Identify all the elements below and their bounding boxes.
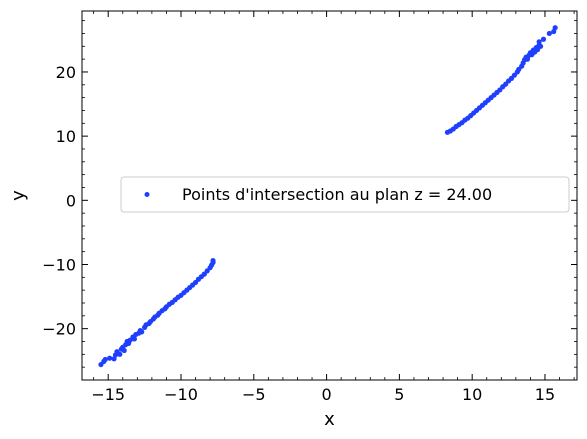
y-tick-label: 10 bbox=[56, 127, 76, 146]
x-tick-label: −15 bbox=[91, 385, 125, 404]
y-tick-label: 0 bbox=[66, 191, 76, 210]
data-point bbox=[538, 43, 544, 49]
x-tick-label: −5 bbox=[242, 385, 266, 404]
y-tick-label: −20 bbox=[42, 320, 76, 339]
y-tick-label: 20 bbox=[56, 63, 76, 82]
x-tick-label: 0 bbox=[321, 385, 331, 404]
ticks-layer: −15 −10 −5 0 5 10 15 −20 −10 0 10 20 bbox=[42, 11, 577, 404]
legend: Points d'intersection au plan z = 24.00 bbox=[120, 176, 570, 213]
points-layer bbox=[98, 25, 558, 368]
data-point bbox=[107, 355, 113, 361]
y-tick-label: −10 bbox=[42, 255, 76, 274]
y-axis-label: y bbox=[8, 190, 29, 201]
plot-frame bbox=[81, 10, 578, 381]
data-point bbox=[117, 351, 123, 357]
data-point bbox=[102, 356, 108, 363]
data-point bbox=[210, 258, 216, 264]
data-point bbox=[540, 36, 547, 42]
x-tick-label: 10 bbox=[462, 385, 482, 404]
x-tick-label: −10 bbox=[164, 385, 198, 404]
legend-label: Points d'intersection au plan z = 24.00 bbox=[182, 185, 492, 204]
legend-box bbox=[120, 176, 570, 213]
x-tick-label: 5 bbox=[394, 385, 404, 404]
legend-marker bbox=[144, 192, 150, 197]
data-point bbox=[131, 336, 138, 342]
data-point bbox=[121, 347, 127, 354]
data-point bbox=[536, 39, 542, 45]
data-point bbox=[139, 329, 145, 335]
x-tick-label: 15 bbox=[535, 385, 555, 404]
data-point bbox=[552, 25, 558, 31]
data-point bbox=[546, 30, 552, 37]
x-axis-label: x bbox=[324, 409, 335, 430]
